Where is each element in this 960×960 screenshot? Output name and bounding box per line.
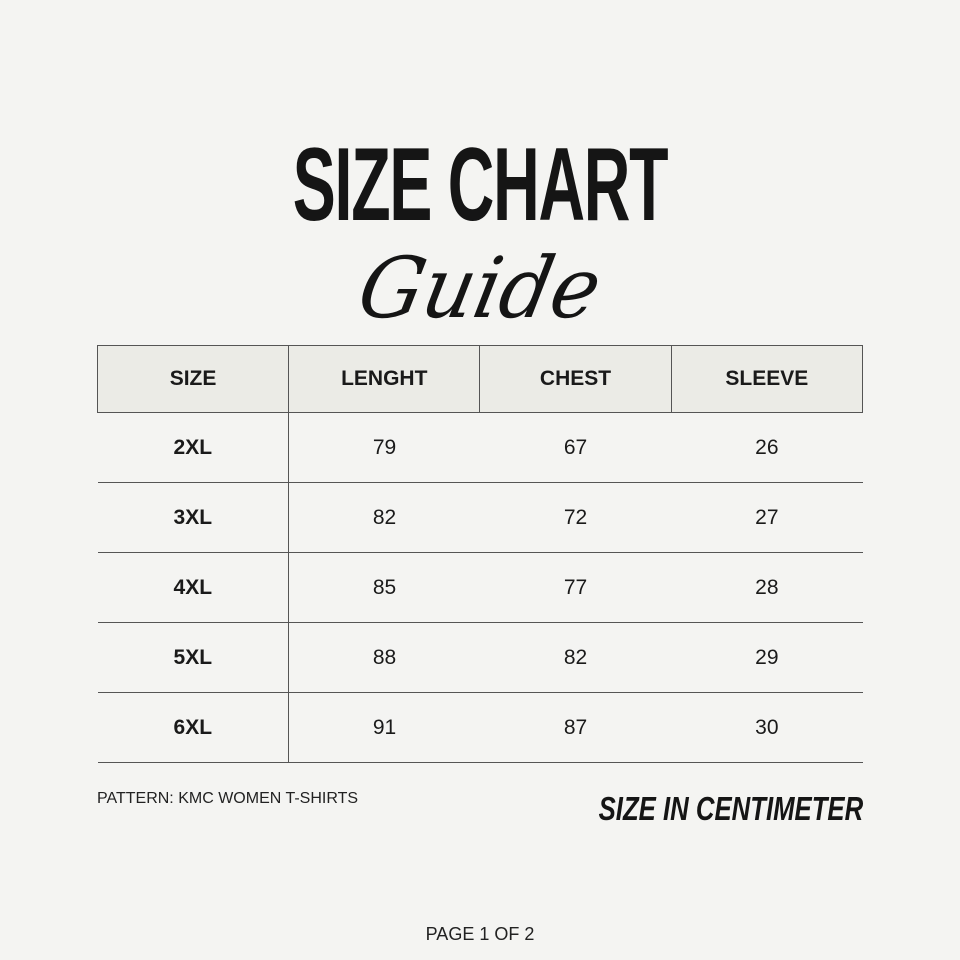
- cell-size: 5XL: [97, 622, 290, 693]
- cell-length: 85: [288, 552, 480, 623]
- cell-size: 4XL: [97, 552, 290, 623]
- table-header-row: SIZE LENGHT CHEST SLEEVE: [96, 345, 864, 413]
- cell-length: 91: [288, 692, 480, 763]
- cell-sleeve: 28: [671, 552, 863, 623]
- cell-sleeve: 29: [671, 622, 863, 693]
- size-table: SIZE LENGHT CHEST SLEEVE 2XL 79 67 26 3XL 82 7…: [96, 345, 864, 763]
- cell-chest: 72: [479, 482, 672, 553]
- cell-length: 82: [288, 482, 480, 553]
- page-indicator: PAGE 1 OF 2: [425, 924, 535, 944]
- pattern-label: PATTERN: KMC WOMEN T-SHIRTS: [97, 790, 359, 807]
- cell-sleeve: 27: [671, 482, 863, 553]
- cell-chest: 87: [479, 692, 672, 763]
- page-title: SIZE CHART: [292, 127, 669, 243]
- header-sleeve: SLEEVE: [670, 345, 864, 413]
- cell-length: 79: [288, 412, 480, 483]
- unit-note: SIZE IN CENTIMETER: [598, 790, 863, 827]
- table-row: 2XL 79 67 26: [97, 412, 863, 483]
- cell-size: 3XL: [97, 482, 290, 553]
- cell-chest: 82: [479, 622, 672, 693]
- header-chest: CHEST: [479, 345, 672, 413]
- cell-chest: 67: [479, 412, 672, 483]
- cell-size: 6XL: [97, 692, 290, 763]
- header-size: SIZE: [96, 345, 290, 413]
- page-subtitle-script: Guide: [350, 239, 610, 337]
- cell-size: 2XL: [97, 412, 290, 483]
- table-row: 6XL 91 87 30: [97, 692, 863, 763]
- header-length: LENGHT: [288, 345, 481, 413]
- cell-chest: 77: [479, 552, 672, 623]
- table-row: 4XL 85 77 28: [97, 552, 863, 623]
- cell-sleeve: 26: [671, 412, 863, 483]
- cell-sleeve: 30: [671, 692, 863, 763]
- cell-length: 88: [288, 622, 480, 693]
- table-row: 3XL 82 72 27: [97, 482, 863, 553]
- table-row: 5XL 88 82 29: [97, 622, 863, 693]
